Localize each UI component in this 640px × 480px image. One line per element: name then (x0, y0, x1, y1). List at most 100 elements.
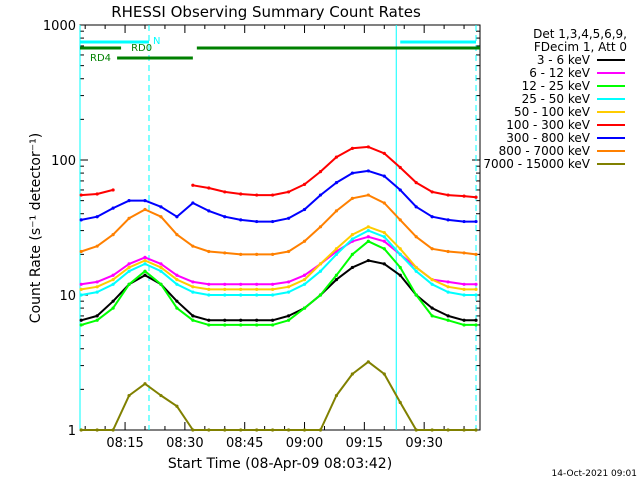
legend-entry: 800 - 7000 keV (499, 144, 591, 158)
data-point (382, 151, 386, 155)
data-point (175, 404, 179, 408)
data-point (462, 293, 466, 297)
data-point (223, 287, 227, 292)
data-point (302, 239, 307, 243)
series-line (81, 229, 476, 296)
data-point (79, 287, 83, 292)
data-point (191, 314, 195, 318)
data-point (414, 293, 418, 297)
data-point (302, 273, 307, 277)
data-point (446, 314, 450, 318)
series-line (81, 360, 476, 431)
data-point (302, 182, 307, 186)
data-point (239, 287, 243, 292)
series-line (80, 240, 476, 326)
timestamp: 14-Oct-2021 09:01 (552, 469, 637, 479)
data-point (474, 318, 478, 322)
legend: Det 1,3,4,5,6,9,FDecim 1, Att 03 - 6 keV… (483, 27, 627, 171)
data-point (111, 299, 115, 303)
data-point (255, 193, 259, 197)
data-point (286, 314, 291, 318)
data-point (398, 165, 402, 170)
data-point (223, 190, 227, 194)
data-point (127, 269, 131, 273)
data-point (430, 190, 434, 194)
data-point (159, 262, 163, 266)
data-point (223, 323, 227, 327)
data-point (334, 181, 339, 185)
data-point (366, 145, 370, 149)
data-point (207, 428, 211, 432)
data-point (334, 273, 339, 277)
data-point (446, 318, 450, 322)
data-point (223, 251, 227, 255)
data-point (143, 255, 147, 259)
series-line (81, 145, 477, 199)
data-point (255, 282, 259, 286)
data-point (382, 239, 386, 243)
data-point (223, 293, 227, 297)
data-point (350, 196, 354, 200)
data-point (414, 428, 418, 432)
x-tick-label: 09:15 (346, 436, 383, 451)
data-point (207, 318, 211, 322)
data-point (302, 207, 307, 212)
data-point (159, 282, 163, 286)
data-point (207, 282, 211, 286)
data-point (159, 265, 163, 270)
data-point (271, 252, 275, 256)
data-point (223, 428, 227, 432)
data-point (127, 199, 131, 203)
data-point (127, 216, 131, 220)
data-point (143, 269, 147, 273)
data-point (191, 201, 195, 205)
data-point (318, 193, 323, 197)
data-point (430, 278, 434, 282)
data-point (430, 314, 434, 318)
data-point (79, 218, 83, 222)
data-point (318, 170, 323, 174)
data-point (350, 265, 354, 270)
data-point (239, 252, 243, 256)
series-line (81, 169, 476, 223)
data-point (350, 252, 354, 256)
data-point (398, 188, 402, 192)
data-point (382, 230, 386, 235)
data-point (255, 428, 259, 432)
x-tick-label: 08:45 (226, 436, 263, 451)
data-point (143, 273, 147, 277)
data-point (414, 205, 418, 209)
x-tick-label: 08:15 (106, 436, 143, 451)
data-point (207, 209, 211, 213)
data-point (271, 287, 275, 292)
data-point (318, 225, 323, 229)
data-point (446, 285, 450, 289)
data-point (127, 262, 131, 266)
data-point (446, 193, 450, 197)
data-point (111, 428, 115, 432)
data-point (239, 293, 243, 297)
data-point (79, 318, 83, 322)
x-axis-label: Start Time (08-Apr-09 08:03:42) (168, 456, 392, 472)
x-tick-label: 09:30 (405, 436, 442, 451)
legend-entry: 7000 - 15000 keV (483, 157, 590, 171)
data-point (334, 278, 339, 282)
data-point (286, 190, 291, 194)
legend-entry: 25 - 50 keV (522, 92, 591, 106)
data-point (462, 282, 466, 286)
data-point (462, 323, 466, 327)
data-point (382, 247, 386, 251)
data-point (159, 215, 163, 219)
data-point (207, 293, 211, 297)
data-point (79, 293, 83, 297)
data-point (143, 262, 147, 266)
data-point (95, 192, 99, 196)
data-point (414, 235, 418, 239)
data-point (271, 282, 275, 286)
data-point (334, 247, 339, 251)
data-point (271, 293, 275, 297)
data-point (318, 269, 323, 273)
legend-entry: 3 - 6 keV (537, 53, 591, 67)
data-point (191, 290, 195, 294)
data-point (430, 428, 434, 432)
